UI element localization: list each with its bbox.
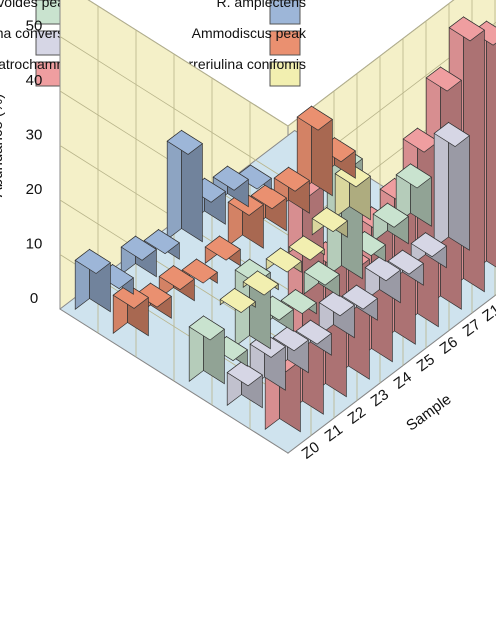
z-tick-label: 30 [26, 127, 43, 144]
z-tick-label: 20 [26, 181, 43, 198]
sample-axis-title: Sample [403, 391, 454, 435]
bar-side-face [487, 21, 496, 274]
z-tick-label: 50 [26, 18, 43, 35]
legend-label: Ammodiscus peak [192, 25, 307, 41]
z-axis-title: Abundance (%) [0, 94, 6, 197]
z-tick-label: 10 [26, 236, 43, 253]
bar [434, 123, 469, 251]
z-tick-label: 0 [30, 290, 38, 307]
bar [167, 130, 202, 241]
z-tick-label: 40 [26, 72, 43, 89]
legend-label: R. amplectens [217, 0, 306, 10]
